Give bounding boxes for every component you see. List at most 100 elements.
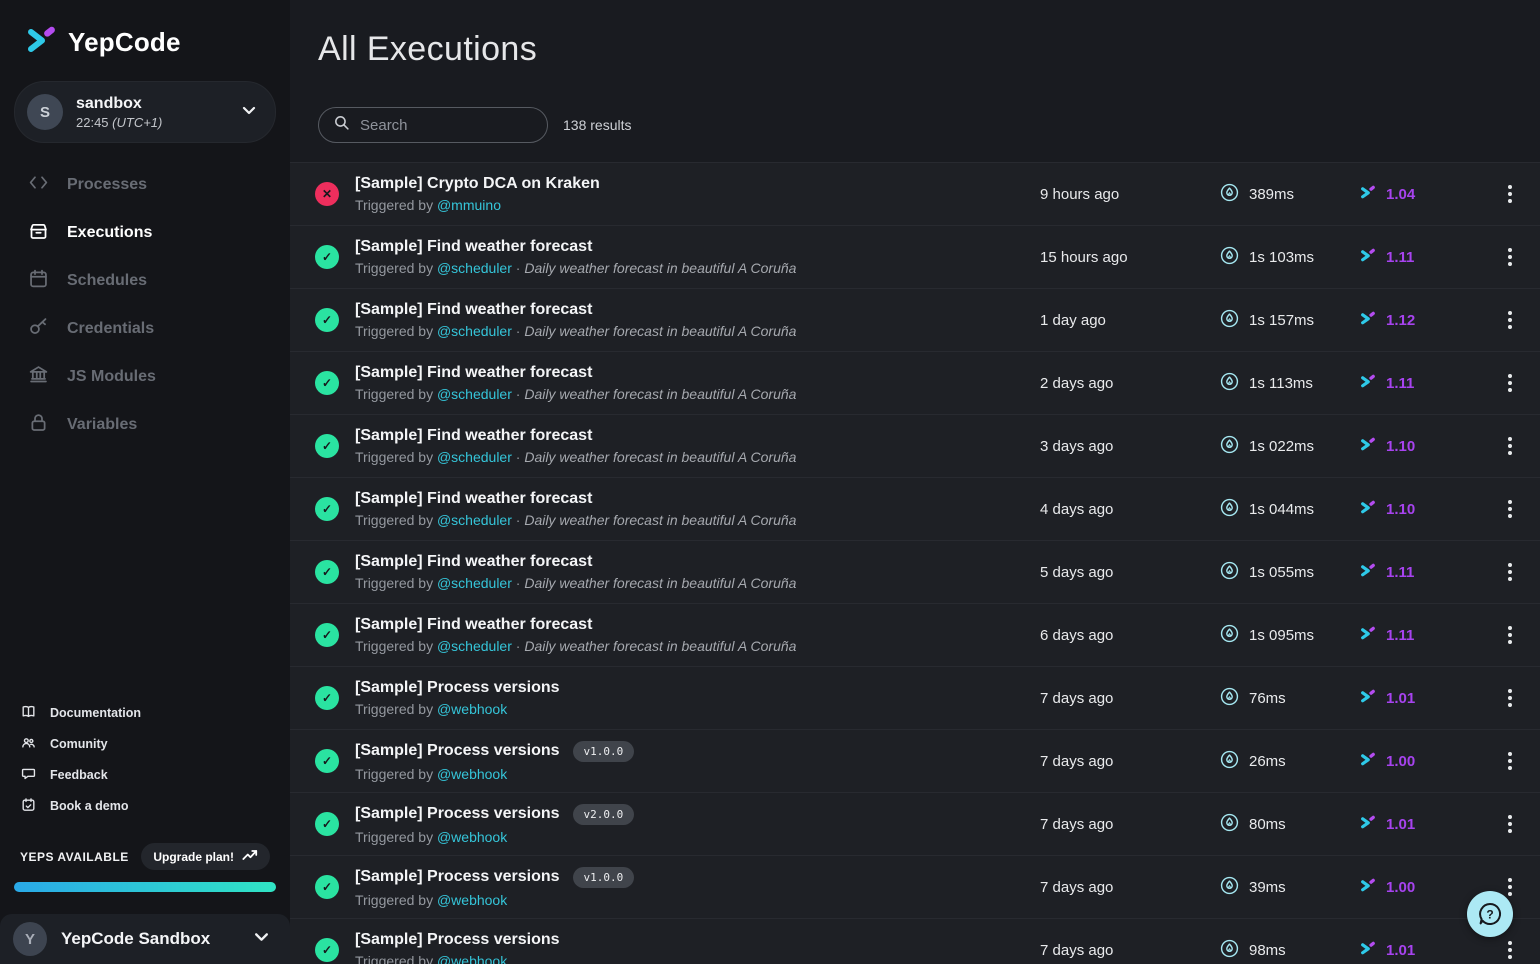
search-icon <box>333 114 350 136</box>
plan-row: YEPS AVAILABLE Upgrade plan! <box>0 821 290 870</box>
execution-version: 1.01 <box>1386 941 1416 959</box>
workspace-footer[interactable]: Y YepCode Sandbox <box>0 914 290 964</box>
execution-row[interactable]: ✓ [Sample] Find weather forecast Trigger… <box>290 603 1540 666</box>
execution-row[interactable]: ✓ [Sample] Process versions v1.0.0 Trigg… <box>290 729 1540 792</box>
execution-duration: 1s 055ms <box>1249 563 1315 581</box>
row-menu-button[interactable] <box>1480 811 1540 837</box>
execution-title[interactable]: [Sample] Process versions <box>355 868 560 885</box>
yepcode-version-icon <box>1360 310 1377 331</box>
duration-flame-icon <box>1220 750 1239 773</box>
execution-title[interactable]: [Sample] Process versions <box>355 931 560 948</box>
execution-time: 2 days ago <box>1040 374 1114 392</box>
search-box[interactable] <box>318 107 548 143</box>
book-icon <box>21 704 36 722</box>
execution-title[interactable]: [Sample] Find weather forecast <box>355 490 593 507</box>
sidebar-item-schedules[interactable]: Schedules <box>0 257 290 305</box>
kebab-menu-icon <box>1504 811 1516 837</box>
sidebar-item-js-modules[interactable]: JS Modules <box>0 353 290 401</box>
execution-row[interactable]: ✓ [Sample] Process versions Triggered by… <box>290 666 1540 729</box>
link-feedback[interactable]: Feedback <box>0 759 290 790</box>
link-documentation[interactable]: Documentation <box>0 697 290 728</box>
triggered-by-user[interactable]: @scheduler <box>436 449 512 465</box>
status-icon: ✓ <box>315 938 339 962</box>
row-menu-button[interactable] <box>1480 496 1540 522</box>
execution-row[interactable]: ✕ [Sample] Crypto DCA on Kraken Triggere… <box>290 162 1540 225</box>
execution-title[interactable]: [Sample] Process versions <box>355 805 560 822</box>
execution-title[interactable]: [Sample] Find weather forecast <box>355 616 593 633</box>
yepcode-version-icon <box>1360 814 1377 835</box>
duration-flame-icon <box>1220 813 1239 836</box>
execution-row[interactable]: ✓ [Sample] Find weather forecast Trigger… <box>290 351 1540 414</box>
execution-title[interactable]: [Sample] Find weather forecast <box>355 364 593 381</box>
triggered-by-user[interactable]: @scheduler <box>436 323 512 339</box>
kebab-menu-icon <box>1504 181 1516 207</box>
brand[interactable]: YepCode <box>0 0 290 61</box>
triggered-by-user[interactable]: @mmuino <box>436 197 501 213</box>
triggered-by-user[interactable]: @webhook <box>436 765 508 782</box>
row-menu-button[interactable] <box>1480 433 1540 459</box>
upgrade-plan-button[interactable]: Upgrade plan! <box>141 843 270 870</box>
workspace-avatar: S <box>27 94 63 130</box>
row-menu-button[interactable] <box>1480 307 1540 333</box>
sidebar-item-variables[interactable]: Variables <box>0 401 290 449</box>
triggered-by-user[interactable]: @webhook <box>436 953 508 964</box>
execution-row[interactable]: ✓ [Sample] Find weather forecast Trigger… <box>290 414 1540 477</box>
link-book-a-demo[interactable]: Book a demo <box>0 790 290 821</box>
execution-row[interactable]: ✓ [Sample] Find weather forecast Trigger… <box>290 288 1540 351</box>
triggered-by-user[interactable]: @webhook <box>436 828 508 845</box>
execution-row[interactable]: ✓ [Sample] Find weather forecast Trigger… <box>290 477 1540 540</box>
sidebar-item-executions[interactable]: Executions <box>0 209 290 257</box>
execution-row[interactable]: ✓ [Sample] Find weather forecast Trigger… <box>290 225 1540 288</box>
execution-version: 1.11 <box>1386 248 1415 266</box>
execution-title[interactable]: [Sample] Process versions <box>355 742 560 759</box>
status-icon: ✓ <box>315 497 339 521</box>
row-menu-button[interactable] <box>1480 244 1540 270</box>
execution-version: 1.11 <box>1386 563 1415 581</box>
triggered-by-user[interactable]: @webhook <box>436 891 508 908</box>
sidebar-item-processes[interactable]: Processes <box>0 161 290 209</box>
duration-flame-icon <box>1220 372 1239 395</box>
execution-row[interactable]: ✓ [Sample] Process versions Triggered by… <box>290 918 1540 964</box>
workspace-selector[interactable]: S sandbox 22:45 (UTC+1) <box>14 81 276 143</box>
row-menu-button[interactable] <box>1480 622 1540 648</box>
execution-row[interactable]: ✓ [Sample] Process versions v2.0.0 Trigg… <box>290 792 1540 855</box>
execution-title[interactable]: [Sample] Find weather forecast <box>355 553 593 570</box>
workspace-timezone: (UTC+1) <box>112 114 163 130</box>
triggered-by-label: Triggered by <box>355 701 434 717</box>
triggered-by-user[interactable]: @scheduler <box>436 575 512 591</box>
execution-title[interactable]: [Sample] Process versions <box>355 679 560 696</box>
execution-title[interactable]: [Sample] Find weather forecast <box>355 301 593 318</box>
execution-title[interactable]: [Sample] Find weather forecast <box>355 427 593 444</box>
execution-title[interactable]: [Sample] Crypto DCA on Kraken <box>355 175 600 192</box>
row-menu-button[interactable] <box>1480 559 1540 585</box>
triggered-by-user[interactable]: @scheduler <box>436 638 512 654</box>
execution-time: 1 day ago <box>1040 311 1106 329</box>
triggered-by-user[interactable]: @scheduler <box>436 386 512 402</box>
sidebar-item-credentials[interactable]: Credentials <box>0 305 290 353</box>
row-menu-button[interactable] <box>1480 181 1540 207</box>
yeps-available-label: YEPS AVAILABLE <box>20 849 129 864</box>
help-button[interactable]: ? <box>1467 891 1513 937</box>
triggered-by-user[interactable]: @webhook <box>436 701 508 717</box>
triggered-by-user[interactable]: @scheduler <box>436 512 512 528</box>
row-menu-button[interactable] <box>1480 370 1540 396</box>
search-input[interactable] <box>360 116 533 134</box>
duration-flame-icon <box>1220 246 1239 269</box>
row-menu-button[interactable] <box>1480 937 1540 963</box>
execution-row[interactable]: ✓ [Sample] Find weather forecast Trigger… <box>290 540 1540 603</box>
executions-list: ✕ [Sample] Crypto DCA on Kraken Triggere… <box>290 162 1540 964</box>
execution-row[interactable]: ✓ [Sample] Process versions v1.0.0 Trigg… <box>290 855 1540 918</box>
status-icon: ✓ <box>315 308 339 332</box>
status-icon: ✓ <box>315 812 339 836</box>
row-menu-button[interactable] <box>1480 685 1540 711</box>
dot-separator: · <box>515 638 521 654</box>
triggered-by-label: Triggered by <box>355 891 434 908</box>
row-menu-button[interactable] <box>1480 748 1540 774</box>
execution-title[interactable]: [Sample] Find weather forecast <box>355 238 593 255</box>
triggered-by-user[interactable]: @scheduler <box>436 260 512 276</box>
yepcode-version-icon <box>1360 247 1377 268</box>
execution-duration: 1s 095ms <box>1249 626 1315 644</box>
yepcode-version-icon <box>1360 940 1377 961</box>
row-menu-button[interactable] <box>1480 874 1540 900</box>
link-comunity[interactable]: Comunity <box>0 728 290 759</box>
